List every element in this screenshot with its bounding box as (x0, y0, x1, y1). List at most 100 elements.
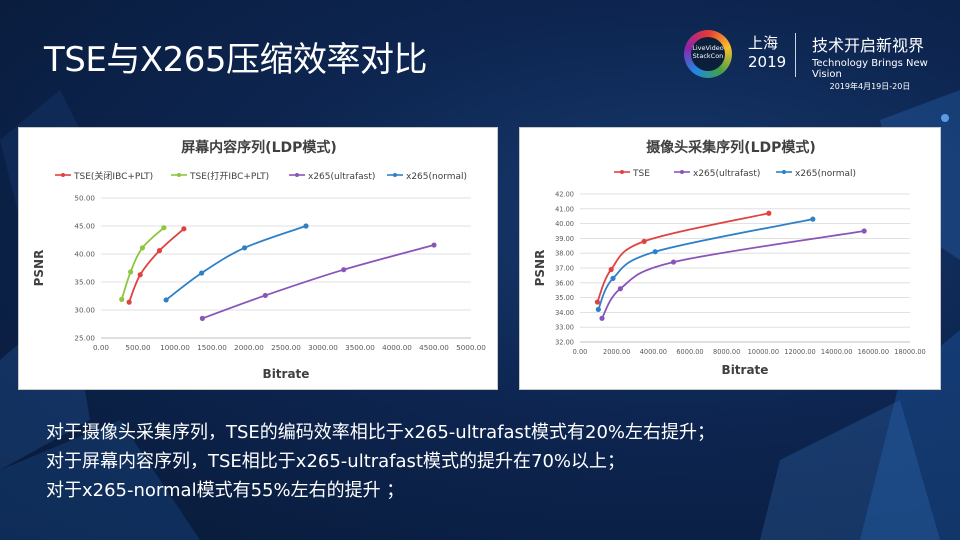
series-line-2 (202, 244, 435, 320)
chart-title: 摄像头采集序列(LDP模式) (646, 139, 816, 156)
y-tick-label: 38.00 (555, 250, 574, 258)
series-line-0 (128, 228, 185, 303)
data-point-s0-0 (126, 299, 132, 305)
x-tick-label: 14000.00 (821, 348, 852, 356)
series-line-1 (601, 230, 865, 319)
y-axis-label: PSNR (533, 250, 547, 287)
chart-camera-capture: 摄像头采集序列(LDP模式) TSE x265(ultrafast) x265(nor… (533, 139, 926, 377)
slide-title: TSE与X265压缩效率对比 (44, 40, 428, 80)
logo-text-line-2: StackCon (692, 52, 724, 60)
data-point-s0-0 (594, 299, 601, 305)
y-tick-label: 41.00 (555, 205, 574, 213)
series-line-3 (165, 225, 307, 301)
series-line-1 (120, 227, 165, 300)
data-point-s0-3 (766, 210, 772, 216)
legend-marker-2 (295, 173, 299, 177)
data-point-s0-2 (156, 248, 163, 254)
data-point-s1-1 (617, 286, 623, 292)
event-tagline: 技术开启新视界 Technology Brings New Vision 201… (812, 32, 960, 92)
data-point-s2-0 (199, 315, 205, 321)
data-point-s2-0 (595, 306, 601, 313)
event-date: 2019年4月19日-20日 (829, 82, 911, 91)
legend-marker-2 (782, 170, 786, 174)
header-divider (795, 33, 796, 77)
y-tick-label: 35.00 (74, 278, 95, 287)
x-tick-label: 4000.00 (640, 348, 667, 356)
legend-marker-0 (61, 173, 65, 177)
chart-panel-camera-capture: 摄像头采集序列(LDP模式) TSE x265(ultrafast) x265(nor… (519, 127, 941, 390)
chart-panel-screen-content: 屏幕内容序列(LDP模式) TSE(关闭IBC+PLT) TSE(打开IBC+PLT… (18, 127, 498, 390)
event-city: 上海 (748, 34, 779, 52)
data-point-s1-0 (599, 315, 605, 321)
data-point-s2-1 (610, 275, 616, 281)
x-tick-label: 10000.00 (748, 348, 779, 356)
data-point-s0-1 (608, 266, 614, 273)
legend-label-2: x265(normal) (795, 169, 856, 179)
legend-label-2: x265(ultrafast) (308, 172, 375, 182)
x-tick-label: 2000.00 (234, 343, 264, 352)
data-point-s0-1 (137, 272, 143, 278)
x-tick-label: 3500.00 (345, 343, 375, 352)
x-axis-label: Bitrate (722, 363, 769, 377)
event-logo: LiveVideo StackCon (684, 30, 732, 78)
legend-marker-1 (177, 173, 181, 177)
x-tick-label: 4000.00 (382, 343, 412, 352)
data-point-s3-0 (163, 297, 169, 303)
data-point-s1-3 (861, 228, 867, 234)
x-tick-label: 6000.00 (676, 348, 703, 356)
data-point-s2-3 (810, 216, 816, 222)
y-tick-label: 32.00 (555, 339, 574, 347)
y-tick-label: 39.00 (555, 235, 574, 243)
event-city-year: 上海 2019 (748, 34, 786, 72)
series-line-0 (596, 212, 770, 303)
legend-marker-3 (393, 173, 397, 177)
data-point-s3-2 (241, 245, 248, 251)
x-tick-label: 1000.00 (160, 343, 190, 352)
tagline-chinese: 技术开启新视界 (812, 36, 925, 55)
data-point-s2-3 (431, 242, 437, 248)
x-tick-label: 3000.00 (308, 343, 338, 352)
data-point-s3-3 (303, 223, 309, 229)
data-point-s0-2 (641, 238, 647, 244)
data-point-s2-1 (262, 292, 268, 299)
event-year: 2019 (748, 53, 787, 71)
x-tick-label: 2500.00 (271, 343, 301, 352)
y-tick-label: 36.00 (555, 279, 574, 287)
legend-label-1: x265(ultrafast) (693, 169, 760, 179)
legend-label-0: TSE (632, 169, 650, 179)
x-tick-label: 500.00 (125, 343, 151, 352)
data-point-s2-2 (341, 267, 347, 273)
x-axis-label: Bitrate (263, 367, 310, 381)
x-tick-label: 16000.00 (858, 348, 889, 356)
y-tick-label: 40.00 (74, 250, 95, 259)
y-tick-label: 42.00 (555, 191, 574, 199)
tagline-english: Technology Brings New Vision (812, 58, 928, 80)
x-tick-label: 1500.00 (197, 343, 227, 352)
x-tick-label: 8000.00 (713, 348, 740, 356)
x-tick-label: 12000.00 (784, 348, 815, 356)
series-line-2 (597, 218, 814, 310)
summary-line-1: 对于摄像头采集序列，TSE的编码效率相比于x265-ultrafast模式有20… (46, 422, 716, 443)
y-tick-label: 25.00 (74, 334, 95, 343)
x-tick-label: 18000.00 (894, 348, 925, 356)
data-point-s3-1 (199, 270, 205, 276)
data-point-s1-3 (161, 225, 167, 231)
logo-text-line-1: LiveVideo (692, 44, 724, 52)
legend-label-3: x265(normal) (406, 172, 467, 182)
y-tick-label: 35.00 (555, 294, 574, 302)
data-point-s1-2 (670, 259, 677, 265)
y-tick-label: 50.00 (74, 194, 95, 203)
legend-marker-1 (680, 170, 684, 174)
y-tick-label: 34.00 (555, 309, 574, 317)
legend-label-0: TSE(关闭IBC+PLT) (73, 170, 153, 182)
chart-title: 屏幕内容序列(LDP模式) (181, 139, 337, 156)
x-tick-label: 0.00 (93, 343, 109, 352)
x-tick-label: 4500.00 (419, 343, 449, 352)
chart-screen-content: 屏幕内容序列(LDP模式) TSE(关闭IBC+PLT) TSE(打开IBC+PLT… (32, 139, 486, 381)
data-point-s1-1 (128, 269, 134, 275)
summary-line-2: 对于屏幕内容序列，TSE相比于x265-ultrafast模式的提升在70%以上… (46, 451, 626, 472)
x-tick-label: 2000.00 (603, 348, 630, 356)
y-tick-label: 30.00 (74, 306, 95, 315)
y-tick-label: 40.00 (555, 220, 574, 228)
x-tick-label: 0.00 (573, 348, 588, 356)
